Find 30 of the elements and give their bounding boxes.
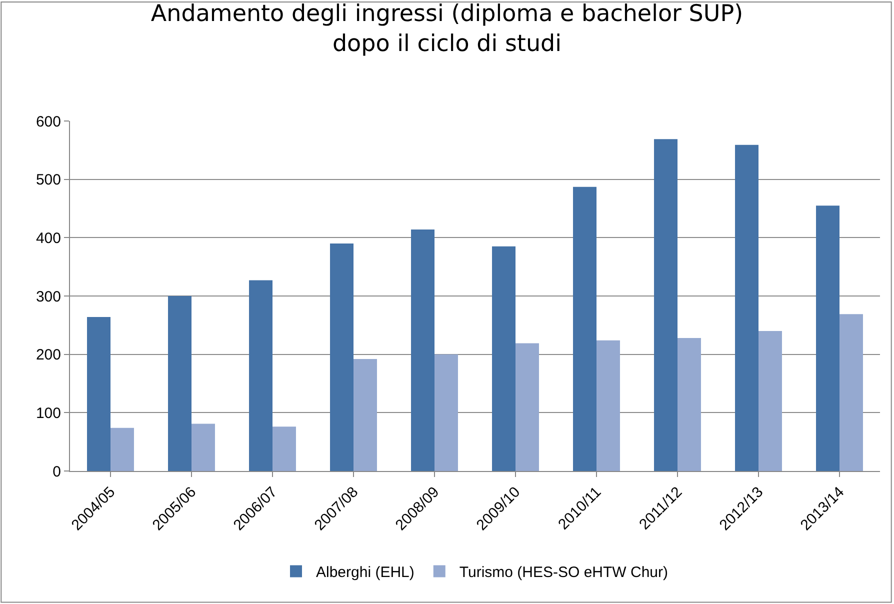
bar [110, 428, 134, 471]
bar [192, 424, 215, 471]
y-tick-label: 0 [52, 463, 61, 480]
y-tick-label: 200 [36, 346, 61, 364]
bar [735, 144, 758, 471]
bar [840, 314, 863, 471]
bar [272, 426, 296, 471]
bar [168, 296, 192, 471]
bar [354, 359, 377, 471]
bar [516, 343, 539, 471]
bar [411, 230, 434, 471]
bar [758, 331, 782, 471]
bar [492, 246, 516, 471]
bar [816, 206, 840, 471]
bar [596, 340, 620, 471]
bar [654, 139, 678, 471]
legend-label: Turismo (HES-SO eHTW Chur) [459, 564, 668, 582]
bar [434, 354, 458, 471]
bar [678, 338, 701, 471]
bar [249, 280, 272, 471]
y-tick-label: 100 [36, 404, 61, 422]
y-tick-label: 500 [36, 172, 61, 189]
bar [87, 317, 110, 471]
y-tick-label: 300 [36, 288, 61, 306]
y-tick-label: 600 [36, 113, 61, 130]
bar [330, 244, 354, 471]
chart-title: Andamento degli ingressi (diploma e bachelor SUP) dopo il ciclo di studi [150, 1, 744, 58]
bar [573, 186, 596, 471]
legend-label: Alberghi (EHL) [316, 564, 414, 582]
y-tick-label: 400 [36, 230, 61, 247]
